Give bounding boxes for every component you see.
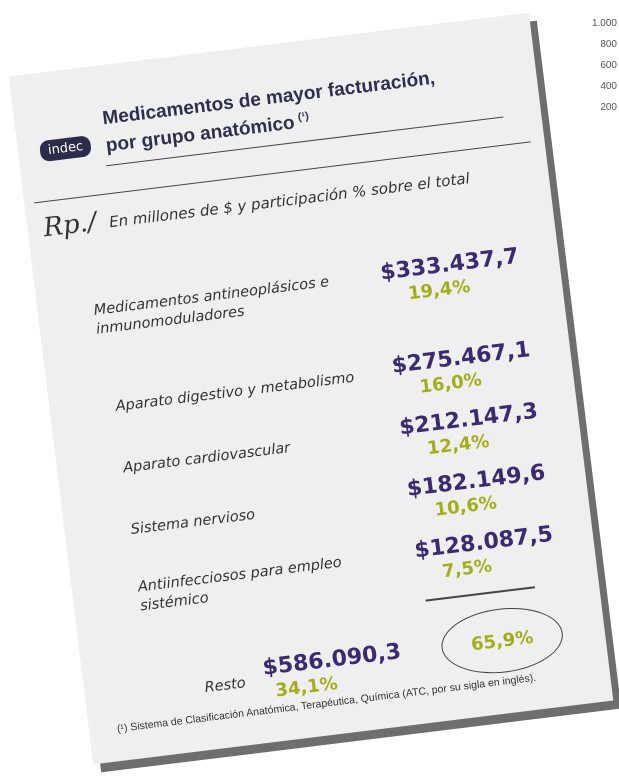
axis-label: 200	[600, 102, 617, 113]
card: indec Rp./ En millones de $ y participac…	[8, 12, 614, 765]
item-label: Aparato cardiovascular	[122, 439, 291, 478]
axis-label: 400	[600, 81, 617, 92]
title-note: (¹)	[297, 110, 310, 124]
axis-label: 1.000	[591, 18, 617, 29]
item-label: Medicamentos antineoplásicos e inmunomodu…	[93, 273, 333, 340]
label-line: Sistema nervioso	[129, 506, 256, 538]
label-line: Aparato cardiovascular	[122, 440, 292, 477]
logo: indec	[38, 135, 93, 163]
item-share: 7,5%	[441, 555, 494, 583]
subtitle: En millones de $ y participación % sobre…	[108, 169, 471, 232]
sum-rule	[425, 586, 536, 602]
item-label: Antiinfecciosos para empleo sistémico	[137, 554, 345, 617]
label-line: Aparato digestivo y metabolismo	[114, 369, 356, 415]
item-label: Sistema nervioso	[130, 506, 256, 540]
axis-label: 800	[600, 39, 617, 50]
title: Medicamentos de mayor facturación, por gr…	[101, 67, 439, 158]
axis-label: 600	[600, 60, 617, 71]
total-circle: 65,9%	[437, 601, 567, 680]
rest-label: Resto	[203, 675, 247, 697]
rp-symbol: Rp./	[41, 207, 99, 244]
top-share: 65,9%	[469, 626, 535, 655]
item-label: Aparato digestivo y metabolismo	[115, 369, 356, 417]
